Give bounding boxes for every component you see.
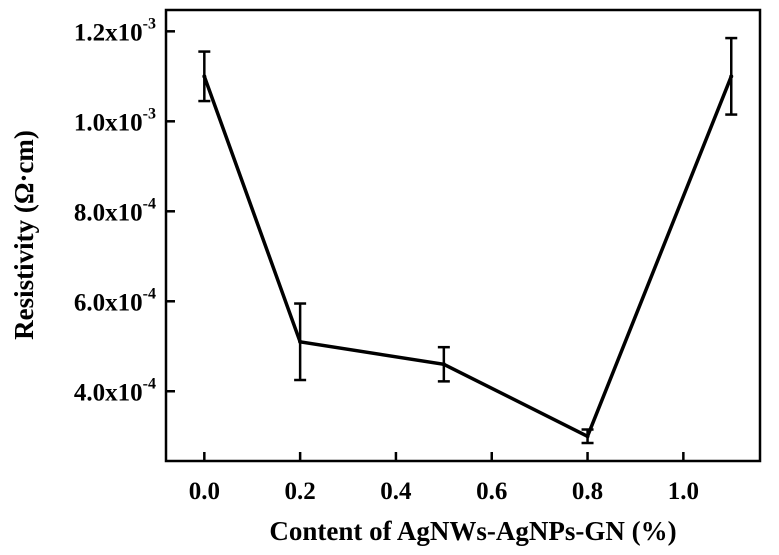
y-tick-label: 6.0x10-4	[74, 285, 156, 316]
data-point	[729, 74, 734, 79]
y-tick-label: 8.0x10-4	[74, 195, 156, 226]
y-axis-title: Resistivity (Ω·cm)	[9, 130, 39, 340]
data-point	[202, 74, 207, 79]
y-tick-label: 1.0x10-3	[74, 105, 156, 136]
x-tick-label: 0.2	[285, 478, 316, 505]
series-line	[202, 75, 733, 439]
plot-layer: 0.0 0.2 0.4 0.6 0.8 1.0 4.0x10-4 6.0x10-4 8.0x10…	[74, 8, 762, 505]
data-point	[298, 339, 303, 344]
data-point	[585, 434, 590, 439]
x-tick-label: 0.0	[189, 478, 220, 505]
x-tick-label: 1.0	[668, 478, 699, 505]
x-tick-label: 0.6	[476, 478, 507, 505]
data-point	[441, 362, 446, 367]
x-tick-label: 0.4	[380, 478, 412, 505]
y-tick-label: 4.0x10-4	[74, 375, 156, 406]
x-tick-label: 0.8	[572, 478, 603, 505]
x-axis-title: Content of AgNWs-AgNPs-GN (%)	[269, 516, 676, 546]
plot-frame	[164, 8, 762, 463]
y-tick-label: 1.2x10-3	[74, 15, 156, 46]
